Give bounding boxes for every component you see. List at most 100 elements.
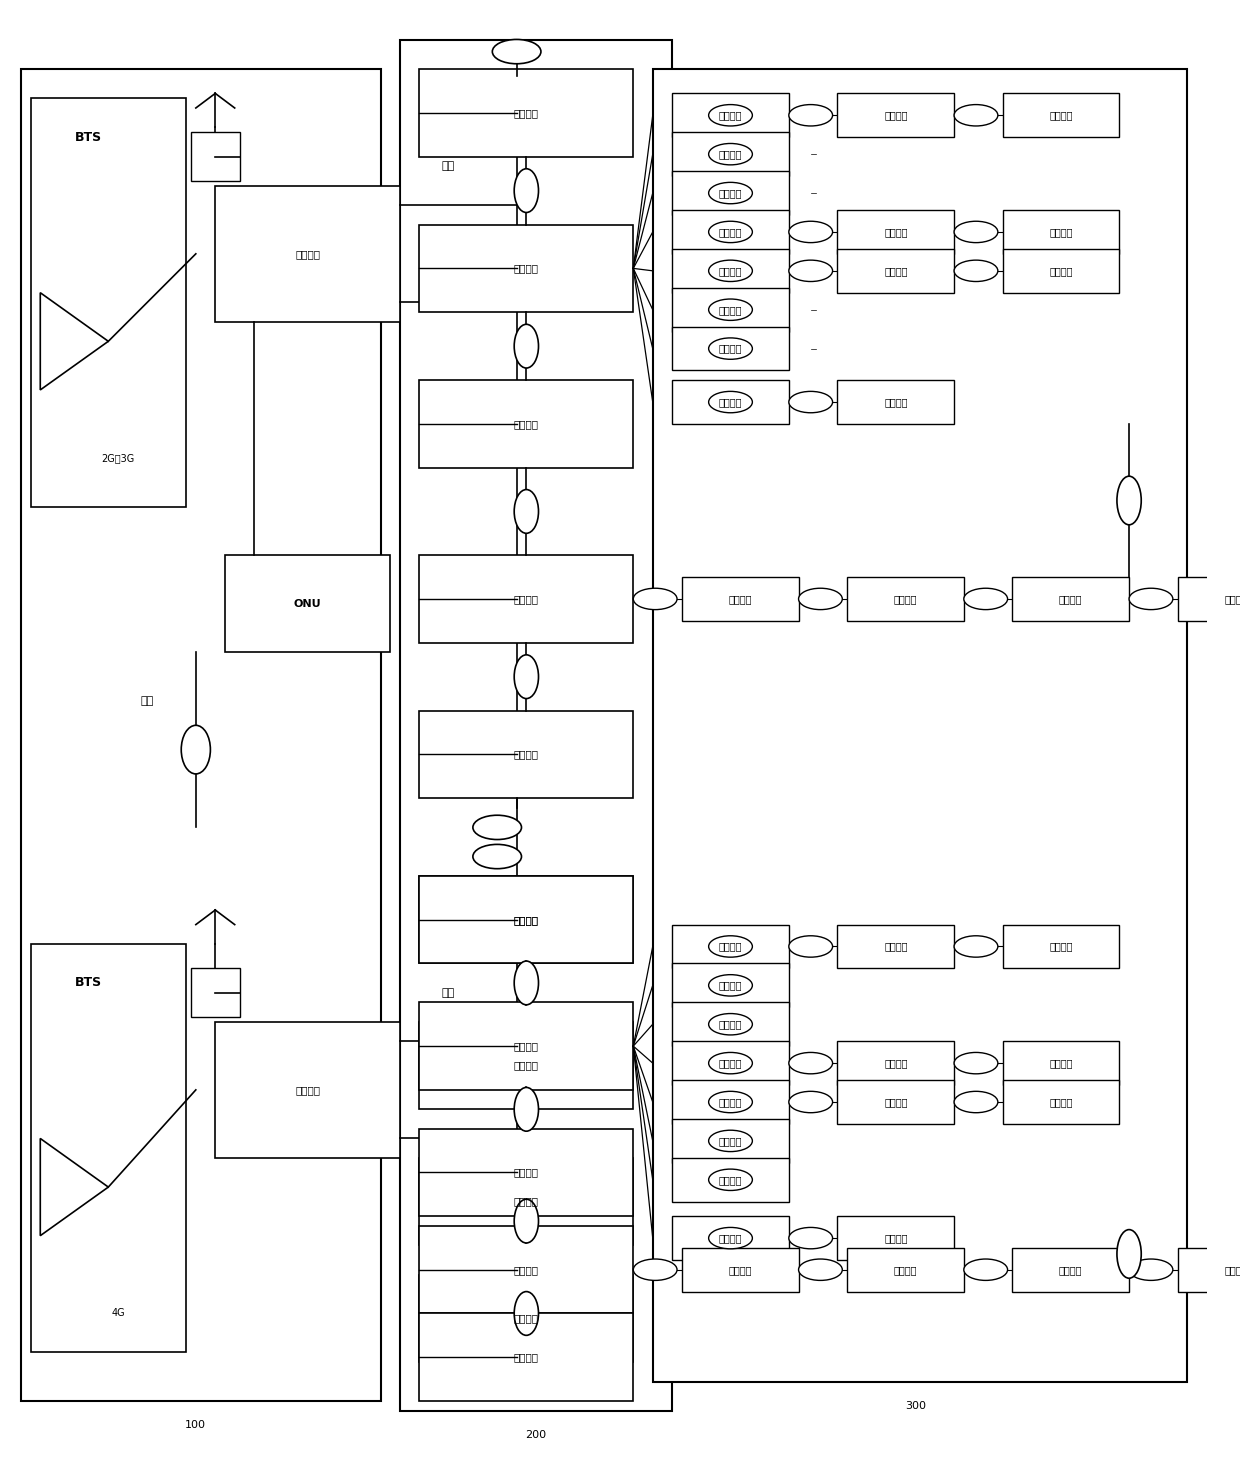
Ellipse shape (799, 1259, 842, 1281)
Bar (216, 185, 401, 322)
Text: 拉远单元: 拉远单元 (719, 266, 743, 275)
Bar (672, 1119, 789, 1163)
Ellipse shape (963, 1259, 1008, 1281)
Bar (837, 210, 954, 253)
Text: 拉远单元: 拉远单元 (1059, 593, 1083, 604)
Text: 拉远单元: 拉远单元 (719, 942, 743, 951)
Text: 拉远单元: 拉远单元 (884, 1234, 908, 1244)
Bar (672, 1216, 789, 1260)
Bar (847, 1248, 963, 1291)
Bar (672, 93, 789, 137)
Text: 拓展单元: 拓展单元 (513, 1041, 539, 1051)
Bar (837, 380, 954, 424)
Bar (672, 171, 789, 215)
Ellipse shape (708, 339, 753, 359)
Text: 拓展单元: 拓展单元 (513, 749, 539, 760)
Text: 拉远单元: 拉远单元 (884, 110, 908, 121)
Ellipse shape (708, 1014, 753, 1035)
Bar (672, 1002, 789, 1047)
Ellipse shape (515, 961, 538, 1005)
Ellipse shape (708, 1091, 753, 1113)
Text: 拉远单元: 拉远单元 (894, 1264, 918, 1275)
Bar (1003, 1041, 1120, 1085)
Bar (419, 711, 634, 798)
Bar (837, 249, 954, 293)
Text: 光纤: 光纤 (441, 162, 455, 171)
Text: 拉远单元: 拉远单元 (1049, 110, 1073, 121)
Text: BTS: BTS (76, 131, 103, 144)
Text: 拉远单元: 拉远单元 (719, 980, 743, 991)
Bar (682, 577, 799, 621)
Text: 拉远单元: 拉远单元 (719, 305, 743, 315)
Ellipse shape (472, 815, 522, 839)
Bar (419, 1313, 634, 1401)
Text: 拉远单元: 拉远单元 (728, 593, 751, 604)
Text: 拉远单元: 拉远单元 (719, 110, 743, 121)
Text: 拉远单元: 拉远单元 (1224, 1264, 1240, 1275)
Ellipse shape (492, 40, 541, 63)
Text: 拉远单元: 拉远单元 (884, 1097, 908, 1107)
Ellipse shape (515, 1200, 538, 1242)
Bar (191, 132, 239, 181)
Text: 100: 100 (185, 1420, 206, 1431)
Ellipse shape (634, 1259, 677, 1281)
Text: 拉远单元: 拉远单元 (884, 397, 908, 408)
Bar (672, 380, 789, 424)
Bar (191, 969, 239, 1017)
Text: 2G，3G: 2G，3G (102, 453, 135, 464)
Ellipse shape (708, 1130, 753, 1151)
Text: 4G: 4G (112, 1309, 125, 1319)
Bar (401, 40, 672, 1410)
Bar (1178, 577, 1240, 621)
Ellipse shape (515, 169, 538, 212)
Text: 拉远单元: 拉远单元 (1049, 1058, 1073, 1069)
Text: 拓展单元: 拓展单元 (513, 593, 539, 604)
Ellipse shape (789, 1228, 832, 1248)
Bar (837, 1041, 954, 1085)
Text: 拉远单元: 拉远单元 (719, 1234, 743, 1244)
Text: 拉远单元: 拉远单元 (728, 1264, 751, 1275)
Bar (672, 1080, 789, 1125)
Ellipse shape (515, 324, 538, 368)
Bar (672, 132, 789, 177)
Ellipse shape (515, 1291, 538, 1335)
Text: 拉远单元: 拉远单元 (884, 227, 908, 237)
Text: 拉远单元: 拉远单元 (884, 942, 908, 951)
Text: 拓展单元: 拓展单元 (513, 1197, 539, 1207)
Text: 拓展单元: 拓展单元 (513, 1264, 539, 1275)
Ellipse shape (515, 655, 538, 699)
Text: 拓展单元: 拓展单元 (513, 1167, 539, 1178)
Ellipse shape (708, 143, 753, 165)
Text: 拓展单元: 拓展单元 (513, 107, 539, 118)
Bar (21, 69, 381, 1401)
Ellipse shape (789, 392, 832, 412)
Bar (672, 210, 789, 253)
Bar (419, 1226, 634, 1313)
Text: 拉远单元: 拉远单元 (719, 1058, 743, 1069)
Ellipse shape (708, 1228, 753, 1248)
Bar (419, 1002, 634, 1089)
Ellipse shape (515, 1088, 538, 1130)
Text: 拉远单元: 拉远单元 (719, 1136, 743, 1145)
Ellipse shape (954, 261, 998, 281)
Text: 拓展单元: 拓展单元 (513, 420, 539, 428)
Text: 拉远单元: 拉远单元 (719, 227, 743, 237)
Bar (672, 964, 789, 1007)
Bar (419, 1022, 634, 1110)
Ellipse shape (963, 589, 1008, 609)
Bar (1003, 1080, 1120, 1125)
Bar (419, 555, 634, 643)
Ellipse shape (708, 105, 753, 127)
Text: 200: 200 (526, 1429, 547, 1440)
Ellipse shape (708, 183, 753, 203)
Ellipse shape (708, 261, 753, 281)
Ellipse shape (1130, 1259, 1173, 1281)
Bar (419, 876, 634, 964)
Ellipse shape (1117, 475, 1141, 526)
Ellipse shape (789, 936, 832, 957)
Ellipse shape (789, 1091, 832, 1113)
Text: 拉远单元: 拉远单元 (884, 1058, 908, 1069)
Ellipse shape (954, 105, 998, 127)
Bar (419, 876, 634, 964)
Ellipse shape (515, 490, 538, 533)
